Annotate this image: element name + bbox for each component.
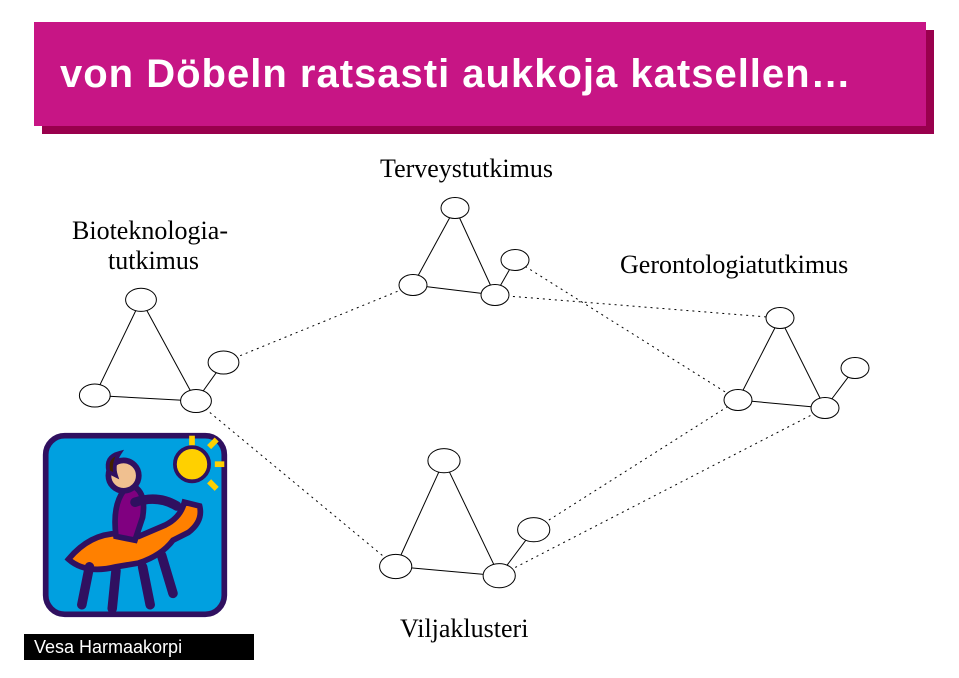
- cluster-top: [395, 190, 555, 340]
- rider-clipart: [40, 430, 230, 620]
- cluster-left: [75, 280, 251, 445]
- footer-author-text: Vesa Harmaakorpi: [34, 637, 182, 658]
- cluster-bottom: [375, 440, 559, 613]
- footer-author-bar: Vesa Harmaakorpi: [24, 634, 254, 660]
- slide-stage: { "background_color": "#ffffff", "title"…: [0, 0, 959, 678]
- cluster-right: [720, 300, 880, 450]
